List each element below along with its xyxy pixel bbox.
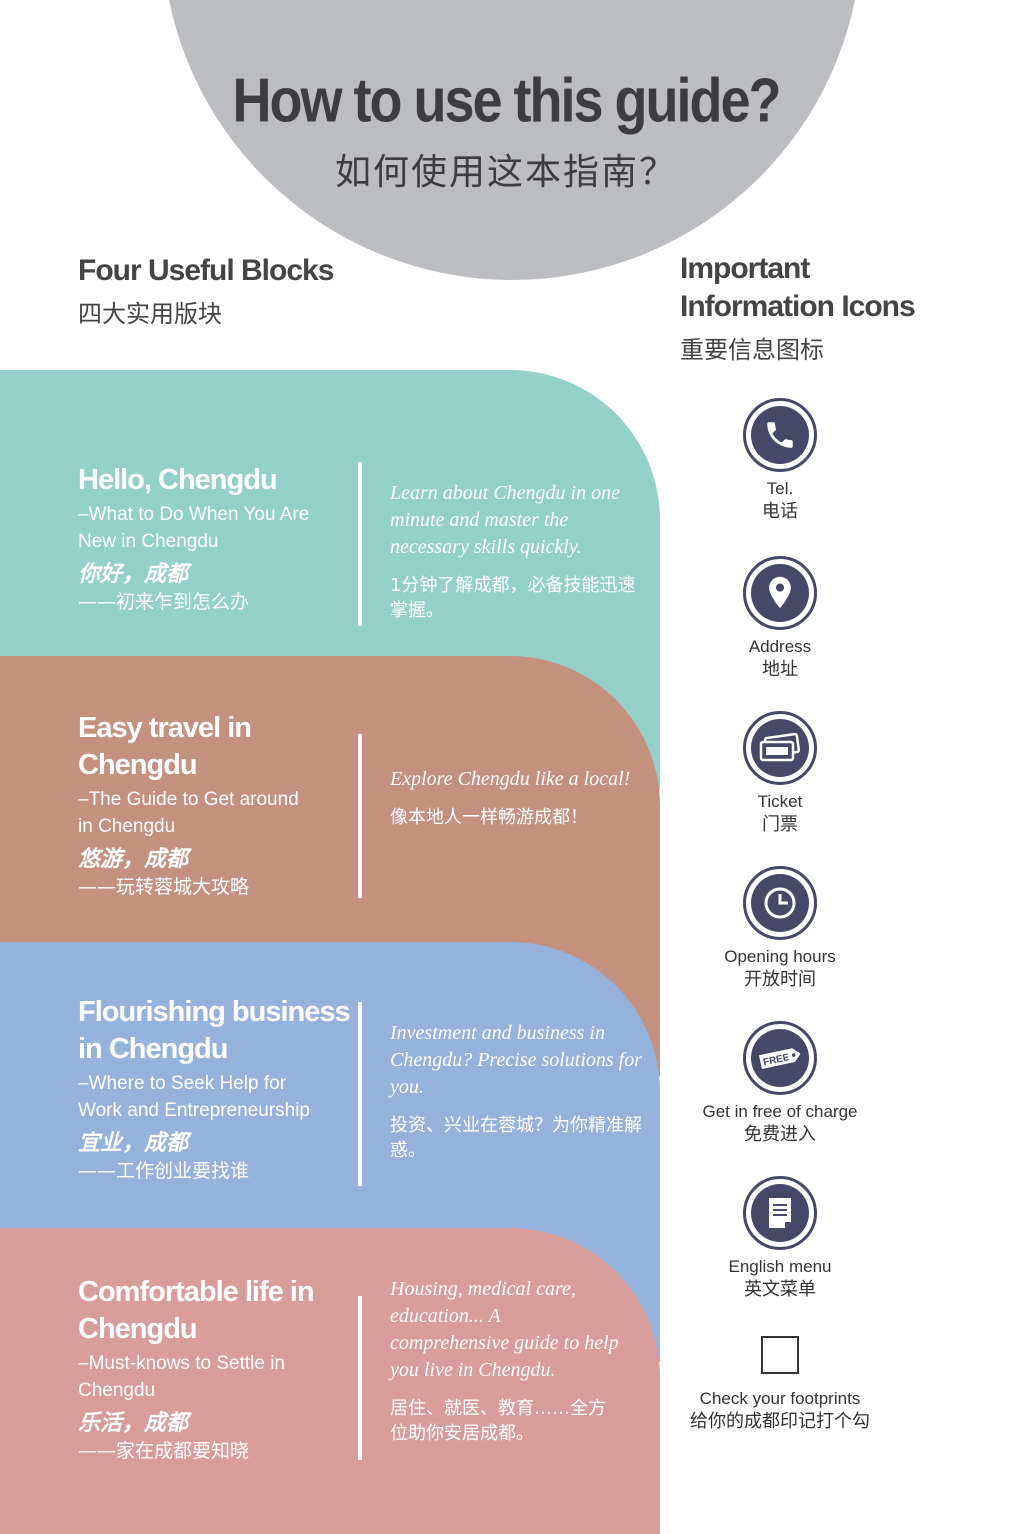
block-subtitle-line1: –Where to Seek Help for <box>78 1073 287 1094</box>
page-title: How to use this guide? <box>232 66 782 136</box>
block-zh-subtitle: ——工作创业要找谁 <box>78 1160 250 1182</box>
block-subtitle-line2: Chengdu <box>78 1380 156 1401</box>
icon-ring <box>743 398 817 472</box>
block-subtitle-line2: in Chengdu <box>78 816 176 837</box>
block-description: Learn about Chengdu in one minute and ma… <box>390 480 645 623</box>
block-left-text: Hello, Chengdu –What to Do When You Are … <box>78 462 348 615</box>
icon-ring <box>743 711 817 785</box>
block-desc-zh: 居住、就医、教育……全方位助你安居成都。 <box>390 1398 606 1444</box>
icon-label-zh: 门票 <box>762 814 798 835</box>
block-left-text: Flourishing business in Chengdu –Where t… <box>78 994 368 1184</box>
icon-label-en: Opening hours <box>724 947 836 966</box>
block-description: Explore Chengdu like a local! 像本地人一样畅游成都… <box>390 766 645 830</box>
icons-heading-zh: 重要信息图标 <box>680 336 824 364</box>
block-subtitle-line1: –Must-knows to Settle in <box>78 1353 285 1374</box>
icon-ring <box>743 1176 817 1250</box>
block-zh-title: 悠游，成都 <box>78 846 189 872</box>
free-tag-text: FREE <box>762 1052 791 1068</box>
icon-label-zh: 给你的成都印记打个勾 <box>690 1411 870 1432</box>
four-blocks-heading: Four Useful Blocks 四大实用版块 <box>78 252 334 329</box>
icon-item-english-menu: English menu 英文菜单 <box>690 1176 870 1302</box>
block-desc-zh: 1分钟了解成都，必备技能迅速掌握。 <box>390 575 636 621</box>
ticket-icon <box>751 719 809 777</box>
block-divider <box>358 1296 362 1460</box>
block-zh-subtitle: ——家在成都要知晓 <box>78 1440 250 1462</box>
icon-label-zh: 地址 <box>762 659 798 680</box>
block-subtitle-line1: –What to Do When You Are <box>78 504 310 525</box>
block-zh-title: 宜业，成都 <box>78 1130 189 1156</box>
icons-heading-en-line2: Information Icons <box>680 290 916 323</box>
block-subtitle-line1: –The Guide to Get around <box>78 789 299 810</box>
icon-item-check-footprints: Check your footprints 给你的成都印记打个勾 <box>690 1336 870 1434</box>
icons-heading-en-line1: Important <box>680 252 810 285</box>
icon-label-zh: 英文菜单 <box>744 1279 816 1300</box>
icon-label-en: Get in free of charge <box>702 1102 858 1121</box>
block-divider <box>358 1002 362 1186</box>
block-subtitle-line2: New in Chengdu <box>78 531 219 552</box>
clock-icon <box>751 874 809 932</box>
icon-label-en: Address <box>748 637 812 656</box>
icon-label-zh: 开放时间 <box>744 969 816 990</box>
page-title-chinese: 如何使用这本指南？ <box>334 152 677 193</box>
block-desc-en: Learn about Chengdu in one minute and ma… <box>390 482 620 558</box>
block-zh-title: 你好，成都 <box>78 561 189 587</box>
free-tag-icon: FREE <box>751 1029 809 1087</box>
icon-item-opening-hours: Opening hours 开放时间 <box>690 866 870 992</box>
block-description: Investment and business in Chengdu? Prec… <box>390 1020 645 1163</box>
icon-label-en: English menu <box>728 1257 832 1276</box>
icon-label-en: Tel. <box>766 479 794 498</box>
block-comfortable-life: Comfortable life in Chengdu –Must-knows … <box>0 1228 660 1534</box>
block-zh-subtitle: ——初来乍到怎么办 <box>78 591 250 613</box>
icon-item-tel: Tel. 电话 <box>690 398 870 524</box>
block-desc-en: Housing, medical care, education... A co… <box>390 1278 619 1381</box>
block-zh-subtitle: ——玩转蓉城大攻略 <box>78 876 250 898</box>
block-title-line2: in Chengdu <box>78 1033 228 1065</box>
block-divider <box>358 462 362 626</box>
location-pin-icon <box>751 564 809 622</box>
block-title: Hello, Chengdu <box>78 464 278 496</box>
icons-heading: Important Information Icons 重要信息图标 <box>680 250 916 365</box>
block-subtitle-line2: Work and Entrepreneurship <box>78 1100 310 1121</box>
block-desc-zh: 像本地人一样畅游成都！ <box>390 807 588 828</box>
block-description: Housing, medical care, education... A co… <box>390 1276 620 1446</box>
block-title-line2: Chengdu <box>78 749 198 781</box>
block-title-line1: Flourishing business <box>78 996 351 1028</box>
icon-ring <box>743 556 817 630</box>
four-blocks-heading-en: Four Useful Blocks <box>78 254 334 287</box>
block-zh-title: 乐活，成都 <box>78 1410 189 1436</box>
icon-ring <box>743 866 817 940</box>
block-title-line1: Comfortable life in <box>78 1276 315 1308</box>
icon-label-en: Check your footprints <box>699 1389 861 1408</box>
icon-label-zh: 电话 <box>762 501 798 522</box>
block-desc-en: Investment and business in Chengdu? Prec… <box>390 1022 643 1098</box>
icon-item-address: Address 地址 <box>690 556 870 682</box>
phone-icon <box>751 406 809 464</box>
header-circle <box>162 0 862 280</box>
icon-ring: FREE <box>743 1021 817 1095</box>
block-desc-zh: 投资、兴业在蓉城？为你精准解惑。 <box>390 1115 642 1161</box>
four-blocks-heading-zh: 四大实用版块 <box>78 300 222 328</box>
block-divider <box>358 734 362 898</box>
icon-label-en: Ticket <box>757 792 803 811</box>
icon-item-ticket: Ticket 门票 <box>690 711 870 837</box>
block-title-line1: Easy travel in <box>78 712 252 744</box>
block-title-line2: Chengdu <box>78 1313 198 1345</box>
block-desc-en: Explore Chengdu like a local! <box>390 768 631 790</box>
block-left-text: Easy travel in Chengdu –The Guide to Get… <box>78 710 348 900</box>
checkbox-icon[interactable] <box>761 1336 799 1374</box>
icon-label-zh: 免费进入 <box>744 1124 816 1145</box>
menu-document-icon <box>751 1184 809 1242</box>
block-left-text: Comfortable life in Chengdu –Must-knows … <box>78 1274 348 1464</box>
icon-item-free: FREE Get in free of charge 免费进入 <box>690 1021 870 1147</box>
